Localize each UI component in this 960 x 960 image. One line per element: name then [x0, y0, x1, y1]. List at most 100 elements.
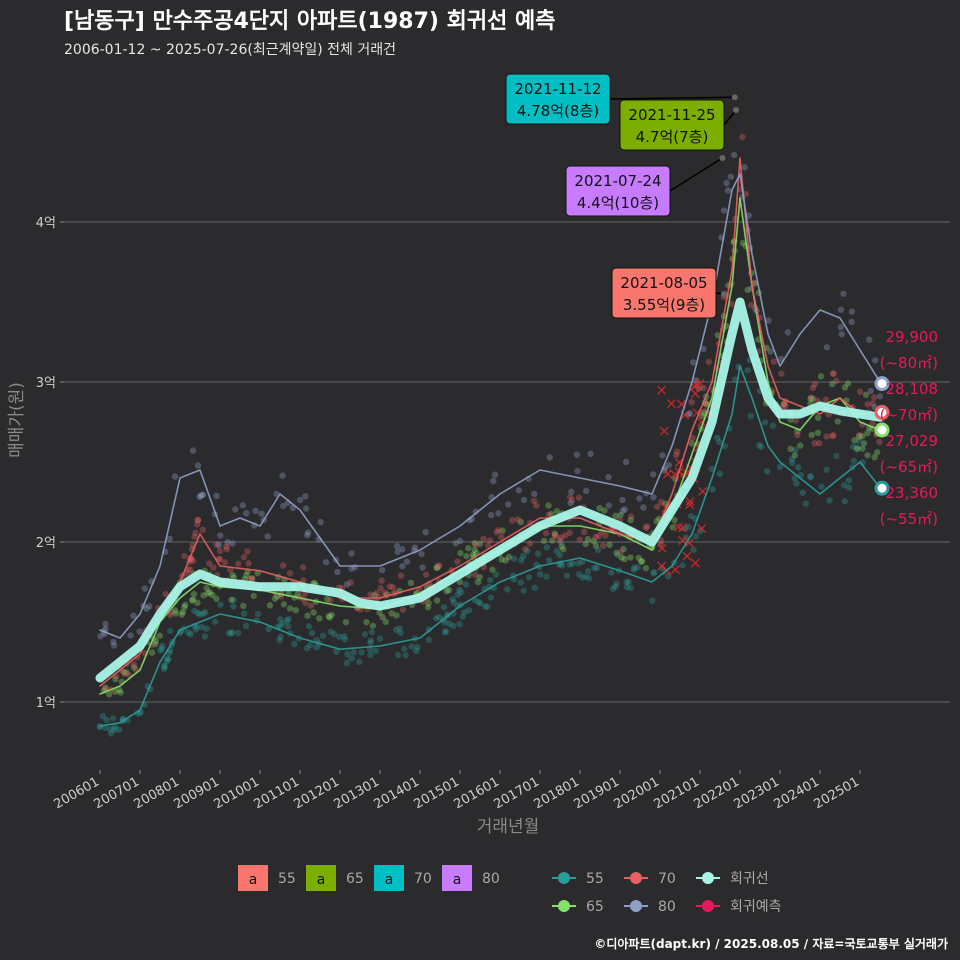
data-point-70 — [186, 566, 194, 573]
data-point-70 — [189, 557, 197, 565]
data-point-70 — [216, 547, 224, 555]
data-point-70 — [751, 279, 758, 287]
data-point-55 — [487, 594, 495, 601]
data-point-55 — [685, 523, 692, 531]
legend-label-70: 70 — [414, 871, 432, 887]
data-point-55 — [157, 647, 164, 654]
data-point-65 — [229, 571, 236, 579]
data-point-80 — [146, 603, 153, 610]
data-point-55 — [802, 500, 809, 507]
legend-swatch-key: a — [385, 872, 394, 888]
data-point-55 — [193, 623, 201, 631]
data-point-65 — [123, 669, 130, 676]
x-tick-label: 200801 — [132, 774, 182, 812]
data-point-55 — [690, 546, 697, 553]
data-point-80 — [866, 336, 873, 343]
data-point-80 — [322, 559, 330, 566]
data-point-65 — [502, 557, 509, 564]
data-point-55 — [625, 578, 632, 586]
series-lines — [95, 157, 885, 727]
legend-label-65: 65 — [586, 899, 604, 915]
data-point-65 — [254, 569, 261, 577]
data-point-70 — [673, 451, 680, 459]
data-point-70 — [566, 493, 574, 500]
data-point-65 — [243, 572, 250, 579]
data-point-80 — [723, 179, 730, 187]
data-point-80 — [784, 329, 791, 336]
data-point-55 — [855, 437, 863, 444]
data-point-55 — [504, 586, 511, 593]
data-point-65 — [465, 544, 472, 552]
data-point-65 — [204, 590, 212, 597]
data-point-65 — [182, 601, 189, 609]
data-point-65 — [445, 586, 453, 594]
data-point-65 — [286, 605, 294, 612]
y-tick-label: 1억 — [36, 696, 56, 711]
data-point-80 — [411, 544, 419, 551]
data-point-65 — [172, 610, 179, 617]
data-point-65 — [280, 601, 288, 608]
data-point-70 — [794, 431, 801, 439]
data-point-65 — [156, 632, 163, 639]
data-point-80 — [636, 495, 643, 502]
data-point-55 — [459, 613, 466, 620]
annotation-box — [565, 165, 671, 217]
recent-trade-mark — [695, 378, 705, 388]
data-point-55 — [650, 570, 657, 577]
data-point-70 — [856, 388, 864, 395]
data-point-70 — [705, 358, 713, 366]
legend-marker-회귀예측 — [702, 900, 714, 912]
data-point-65 — [545, 502, 552, 509]
data-point-65 — [582, 540, 589, 548]
data-point-80 — [605, 473, 612, 481]
data-point-80 — [239, 502, 247, 509]
data-point-55 — [107, 726, 114, 733]
data-point-70 — [871, 394, 878, 401]
data-point-70 — [307, 602, 315, 609]
data-point-65 — [130, 664, 138, 671]
data-point-65 — [744, 286, 751, 294]
data-point-55 — [441, 629, 449, 636]
data-point-80 — [348, 550, 355, 557]
data-point-65 — [635, 554, 642, 562]
data-point-65 — [148, 649, 156, 656]
data-point-55 — [99, 713, 107, 720]
series-line-회귀선 — [95, 297, 885, 683]
data-point-55 — [525, 574, 533, 581]
data-point-55 — [408, 643, 415, 650]
data-point-65 — [551, 530, 558, 537]
data-point-65 — [834, 418, 842, 425]
data-point-55 — [194, 609, 202, 617]
data-point-65 — [434, 564, 441, 572]
data-point-65 — [621, 555, 628, 563]
recent-trade-mark — [684, 538, 694, 548]
data-point-70 — [595, 532, 603, 540]
chart-title: [남동구] 만수주공4단지 아파트(1987) 회귀선 예측 — [64, 9, 555, 34]
data-point-55 — [558, 562, 566, 569]
data-point-65 — [540, 537, 548, 545]
data-point-55 — [432, 615, 440, 622]
data-point-55 — [456, 586, 463, 593]
data-point-70 — [809, 384, 817, 392]
data-point-55 — [623, 578, 630, 586]
data-point-80 — [659, 452, 666, 459]
data-point-55 — [203, 625, 210, 632]
data-point-55 — [217, 601, 224, 608]
data-point-65 — [627, 554, 634, 561]
data-point-70 — [210, 564, 217, 571]
data-point-70 — [498, 533, 505, 541]
data-point-80 — [456, 537, 464, 545]
data-point-70 — [657, 537, 665, 544]
data-point-55 — [791, 475, 798, 482]
data-point-70 — [568, 497, 576, 504]
legend-swatch-70 — [374, 865, 404, 891]
data-point-70 — [642, 524, 650, 531]
data-point-70 — [811, 440, 818, 447]
data-point-55 — [230, 603, 237, 610]
data-point-55 — [276, 616, 284, 623]
data-point-65 — [698, 412, 706, 420]
data-point-65 — [382, 618, 389, 625]
data-point-55 — [714, 434, 721, 442]
data-point-80 — [452, 540, 460, 547]
data-point-55 — [651, 569, 658, 576]
